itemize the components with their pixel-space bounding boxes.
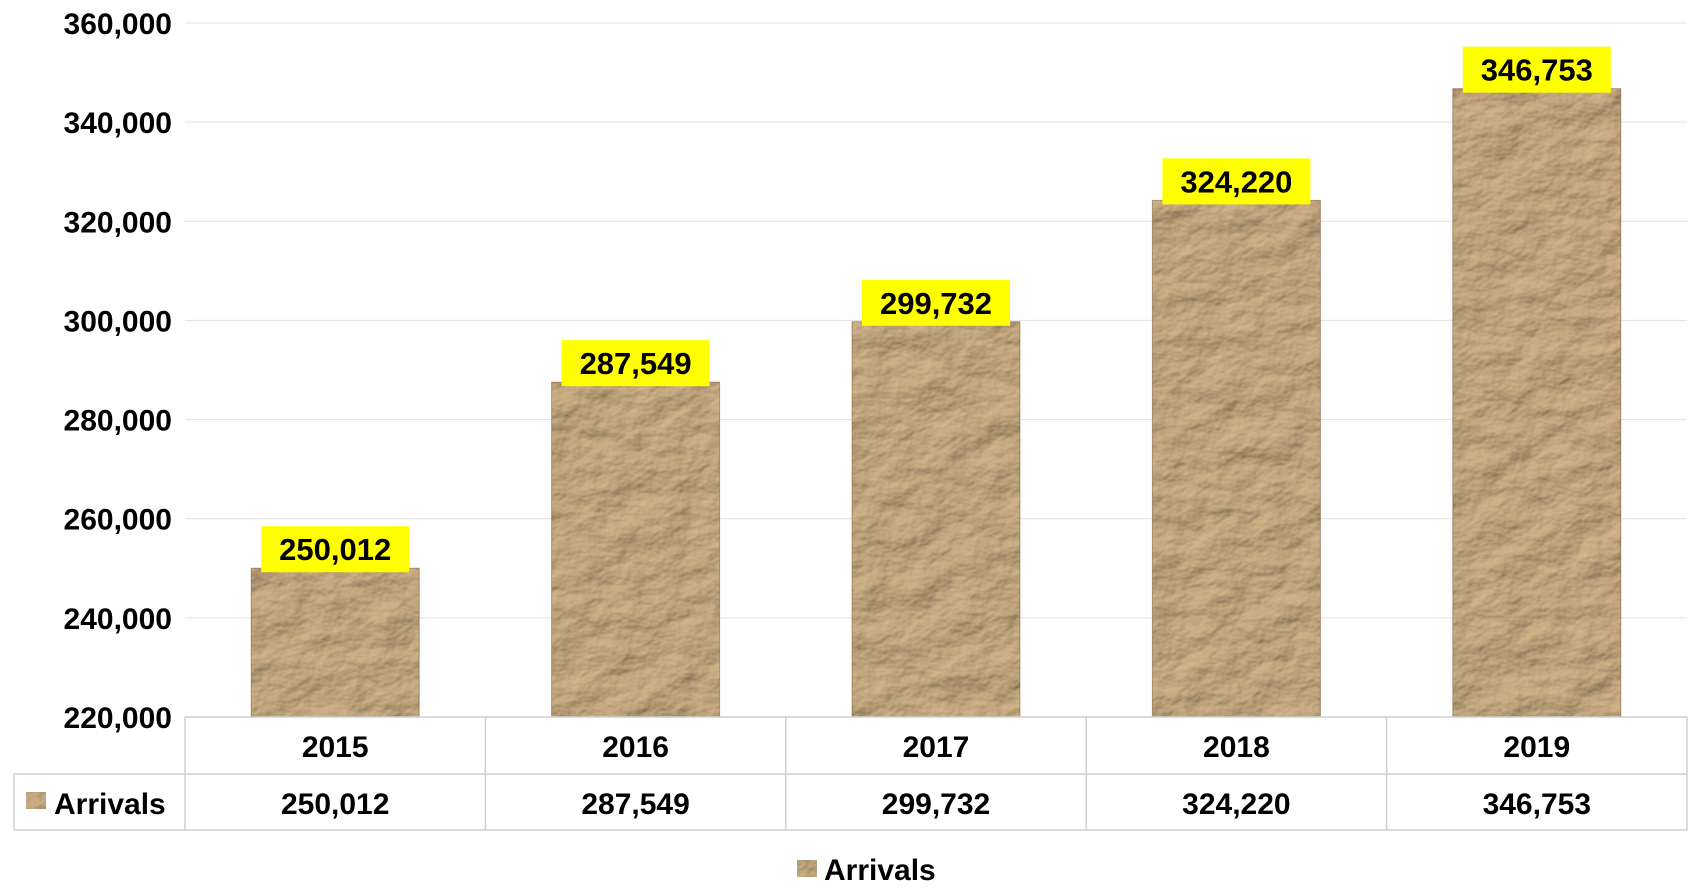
y-tick-label: 300,000 <box>64 305 172 338</box>
bar-texture <box>1152 200 1321 717</box>
data-label: 287,549 <box>561 340 710 387</box>
data-label-background <box>1162 158 1311 205</box>
bar <box>250 567 420 718</box>
x-category-label: 2018 <box>1203 731 1270 764</box>
y-tick-label: 360,000 <box>64 8 172 41</box>
y-tick-label: 240,000 <box>64 603 172 636</box>
data-label-text: 324,220 <box>1180 164 1292 199</box>
y-tick-label: 220,000 <box>64 702 172 735</box>
data-label-background <box>561 340 710 387</box>
data-label-background <box>261 526 410 573</box>
data-label-background <box>1462 46 1611 93</box>
bar-texture <box>551 382 720 717</box>
bars <box>250 88 1622 718</box>
data-label-text: 299,732 <box>880 286 992 321</box>
table-value-cell: 324,220 <box>1182 788 1290 821</box>
x-category-label: 2017 <box>903 731 970 764</box>
table-value-cell: 250,012 <box>281 788 389 821</box>
x-category-label: 2016 <box>602 731 669 764</box>
data-label-text: 346,753 <box>1481 53 1593 88</box>
table-value-cell: 346,753 <box>1483 788 1591 821</box>
swatch-texture <box>26 792 46 809</box>
data-label: 346,753 <box>1462 46 1611 93</box>
data-label: 299,732 <box>862 279 1010 326</box>
bar <box>1151 199 1321 718</box>
data-labels: 250,012 287,549 299,732 324,220 346,753 <box>261 46 1611 573</box>
bar-texture <box>1452 88 1621 717</box>
table-value-cell: 287,549 <box>581 788 689 821</box>
data-label-text: 287,549 <box>580 346 692 381</box>
bar-texture <box>251 568 420 717</box>
x-category-label: 2015 <box>302 731 369 764</box>
table-series-swatch-icon <box>26 792 46 809</box>
table-series-label: Arrivals <box>54 788 166 821</box>
y-tick-label: 340,000 <box>64 107 172 140</box>
legend-label: Arrivals <box>824 854 936 887</box>
y-tick-label: 320,000 <box>64 206 172 239</box>
y-tick-label: 280,000 <box>64 405 172 438</box>
legend: Arrivals <box>797 854 936 887</box>
data-label-background <box>862 279 1010 326</box>
bar <box>851 321 1021 718</box>
x-category-label: 2019 <box>1503 731 1570 764</box>
legend-swatch-texture <box>797 860 817 877</box>
table-value-cell: 299,732 <box>882 788 990 821</box>
data-label: 324,220 <box>1162 158 1311 205</box>
data-table: 2015 250,012 2016 287,549 2017 299,732 2018 324… <box>13 716 1688 831</box>
bar-texture <box>852 321 1020 717</box>
legend-swatch-icon <box>797 860 817 877</box>
y-axis-tick-labels: 220,000 240,000 260,000 280,000 300,000 320,0… <box>64 8 172 735</box>
data-label-text: 250,012 <box>279 532 391 567</box>
data-label: 250,012 <box>261 526 410 573</box>
bar <box>551 381 721 718</box>
y-tick-label: 260,000 <box>64 504 172 537</box>
bar <box>1452 88 1622 718</box>
